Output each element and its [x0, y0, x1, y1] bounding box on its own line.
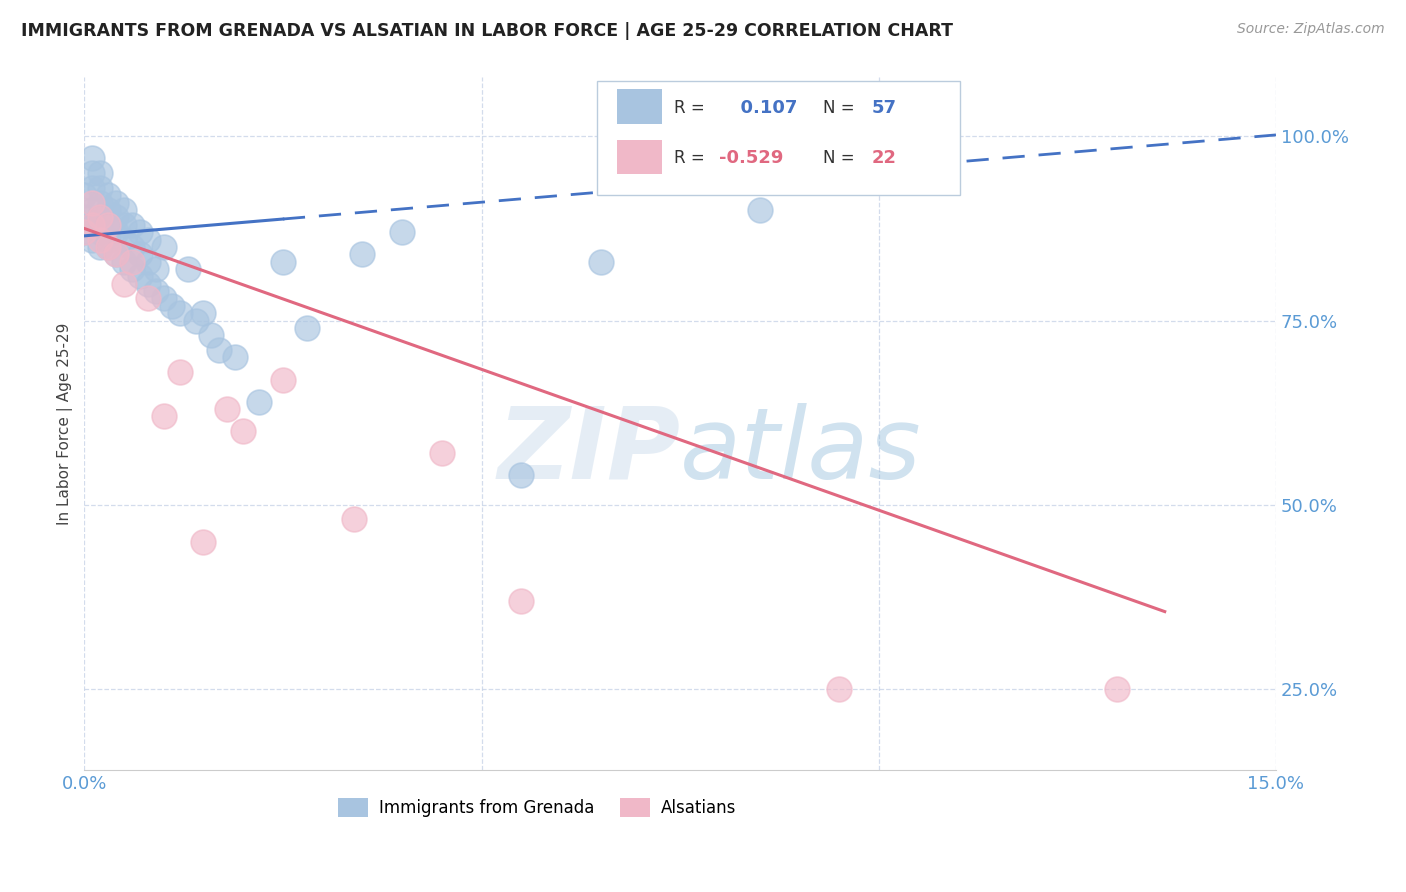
Text: atlas: atlas	[681, 403, 922, 500]
FancyBboxPatch shape	[596, 81, 960, 195]
Point	[112, 218, 135, 232]
Point	[121, 240, 143, 254]
Point	[145, 262, 167, 277]
Point	[391, 225, 413, 239]
Point	[160, 299, 183, 313]
Point	[105, 247, 128, 261]
Point	[145, 284, 167, 298]
Point	[97, 202, 120, 217]
Point	[200, 328, 222, 343]
Point	[89, 240, 111, 254]
Point	[224, 351, 246, 365]
Point	[73, 225, 96, 239]
Point	[217, 402, 239, 417]
Point	[121, 262, 143, 277]
Point	[112, 233, 135, 247]
Point	[82, 218, 104, 232]
Point	[169, 306, 191, 320]
Point	[82, 152, 104, 166]
Point	[129, 269, 152, 284]
Point	[97, 240, 120, 254]
Point	[97, 218, 120, 232]
Point	[193, 534, 215, 549]
Point	[184, 313, 207, 327]
Text: Source: ZipAtlas.com: Source: ZipAtlas.com	[1237, 22, 1385, 37]
Point	[82, 181, 104, 195]
Point	[152, 409, 174, 424]
Point	[89, 181, 111, 195]
Text: IMMIGRANTS FROM GRENADA VS ALSATIAN IN LABOR FORCE | AGE 25-29 CORRELATION CHART: IMMIGRANTS FROM GRENADA VS ALSATIAN IN L…	[21, 22, 953, 40]
FancyBboxPatch shape	[617, 140, 662, 175]
Point	[82, 233, 104, 247]
Point	[271, 372, 294, 386]
Point	[510, 468, 533, 483]
Point	[589, 254, 612, 268]
Point	[105, 211, 128, 225]
Point	[129, 225, 152, 239]
Text: N =: N =	[823, 99, 860, 117]
Text: 0.107: 0.107	[728, 99, 797, 117]
Text: 22: 22	[872, 150, 897, 168]
Point	[232, 424, 254, 438]
Point	[112, 202, 135, 217]
Text: 57: 57	[872, 99, 897, 117]
Point	[129, 247, 152, 261]
Point	[352, 247, 374, 261]
Point	[89, 211, 111, 225]
Point	[105, 225, 128, 239]
Point	[295, 321, 318, 335]
Point	[73, 225, 96, 239]
Point	[152, 292, 174, 306]
Point	[82, 166, 104, 180]
Point	[430, 446, 453, 460]
Point	[112, 277, 135, 291]
Point	[748, 202, 770, 217]
Point	[828, 681, 851, 696]
Point	[247, 394, 270, 409]
Point	[73, 188, 96, 202]
Point	[121, 254, 143, 268]
Y-axis label: In Labor Force | Age 25-29: In Labor Force | Age 25-29	[58, 323, 73, 524]
Point	[112, 254, 135, 268]
Point	[121, 218, 143, 232]
Point	[82, 202, 104, 217]
Point	[193, 306, 215, 320]
FancyBboxPatch shape	[617, 89, 662, 124]
Point	[136, 254, 159, 268]
Point	[1107, 681, 1129, 696]
Point	[136, 292, 159, 306]
Point	[176, 262, 198, 277]
Point	[343, 512, 366, 526]
Point	[105, 247, 128, 261]
Point	[89, 225, 111, 239]
Text: R =: R =	[673, 150, 710, 168]
Point	[97, 188, 120, 202]
Point	[89, 211, 111, 225]
Point	[105, 195, 128, 210]
Text: N =: N =	[823, 150, 860, 168]
Legend: Immigrants from Grenada, Alsatians: Immigrants from Grenada, Alsatians	[330, 791, 744, 824]
Text: R =: R =	[673, 99, 710, 117]
Point	[82, 195, 104, 210]
Point	[89, 195, 111, 210]
Point	[97, 240, 120, 254]
Point	[89, 233, 111, 247]
Point	[169, 365, 191, 379]
Text: ZIP: ZIP	[498, 403, 681, 500]
Point	[97, 233, 120, 247]
Point	[136, 277, 159, 291]
Point	[89, 166, 111, 180]
Point	[97, 218, 120, 232]
Point	[152, 240, 174, 254]
Point	[510, 593, 533, 607]
Point	[136, 233, 159, 247]
Point	[271, 254, 294, 268]
Text: -0.529: -0.529	[720, 150, 783, 168]
Point	[82, 218, 104, 232]
Point	[73, 211, 96, 225]
Point	[208, 343, 231, 357]
